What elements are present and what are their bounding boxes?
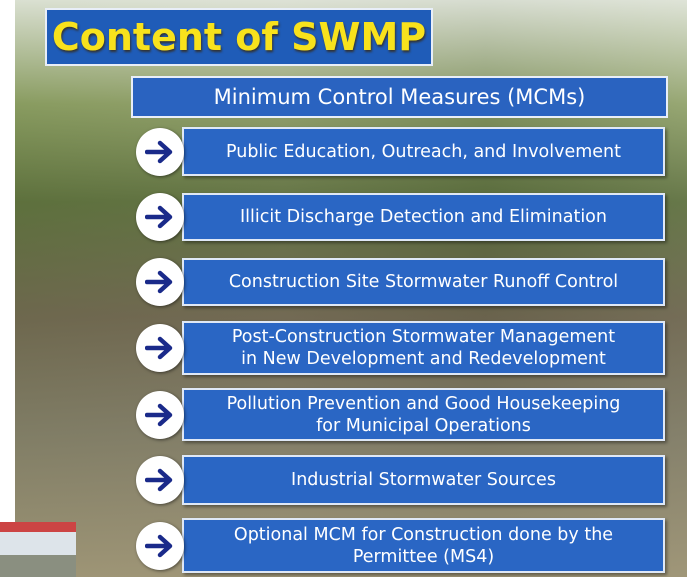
arrow-icon <box>145 205 175 229</box>
arrow-bullet <box>136 128 184 176</box>
arrow-bullet <box>136 193 184 241</box>
item-text: Construction Site Stormwater Runoff Cont… <box>229 271 618 293</box>
item-text: Public Education, Outreach, and Involvem… <box>226 141 621 163</box>
item-box: Illicit Discharge Detection and Eliminat… <box>182 193 665 241</box>
item-box: Construction Site Stormwater Runoff Cont… <box>182 258 665 306</box>
arrow-bullet <box>136 324 184 372</box>
arrow-icon <box>145 403 175 427</box>
slide-title: Content of SWMP <box>45 8 433 66</box>
arrow-bullet <box>136 522 184 570</box>
item-text: Permittee (MS4) <box>353 546 494 568</box>
item-text: in New Development and Redevelopment <box>241 348 606 370</box>
arrow-icon <box>145 336 175 360</box>
slide: Content of SWMP Minimum Control Measures… <box>0 0 687 577</box>
arrow-bullet <box>136 456 184 504</box>
arrow-bullet <box>136 258 184 306</box>
item-box: Public Education, Outreach, and Involvem… <box>182 127 665 176</box>
item-text: Pollution Prevention and Good Housekeepi… <box>227 393 621 415</box>
arrow-icon <box>145 534 175 558</box>
arrow-icon <box>145 468 175 492</box>
item-box: Industrial Stormwater Sources <box>182 455 665 505</box>
subtitle: Minimum Control Measures (MCMs) <box>131 76 668 118</box>
item-text: Illicit Discharge Detection and Eliminat… <box>240 206 607 228</box>
item-text: for Municipal Operations <box>316 415 531 437</box>
item-box: Pollution Prevention and Good Housekeepi… <box>182 388 665 441</box>
item-box: Optional MCM for Construction done by th… <box>182 518 665 573</box>
item-text: Industrial Stormwater Sources <box>291 469 556 491</box>
thumbnail <box>0 522 76 577</box>
arrow-icon <box>145 140 175 164</box>
item-text: Post-Construction Stormwater Management <box>232 326 615 348</box>
arrow-icon <box>145 270 175 294</box>
item-text: Optional MCM for Construction done by th… <box>234 524 613 546</box>
arrow-bullet <box>136 391 184 439</box>
